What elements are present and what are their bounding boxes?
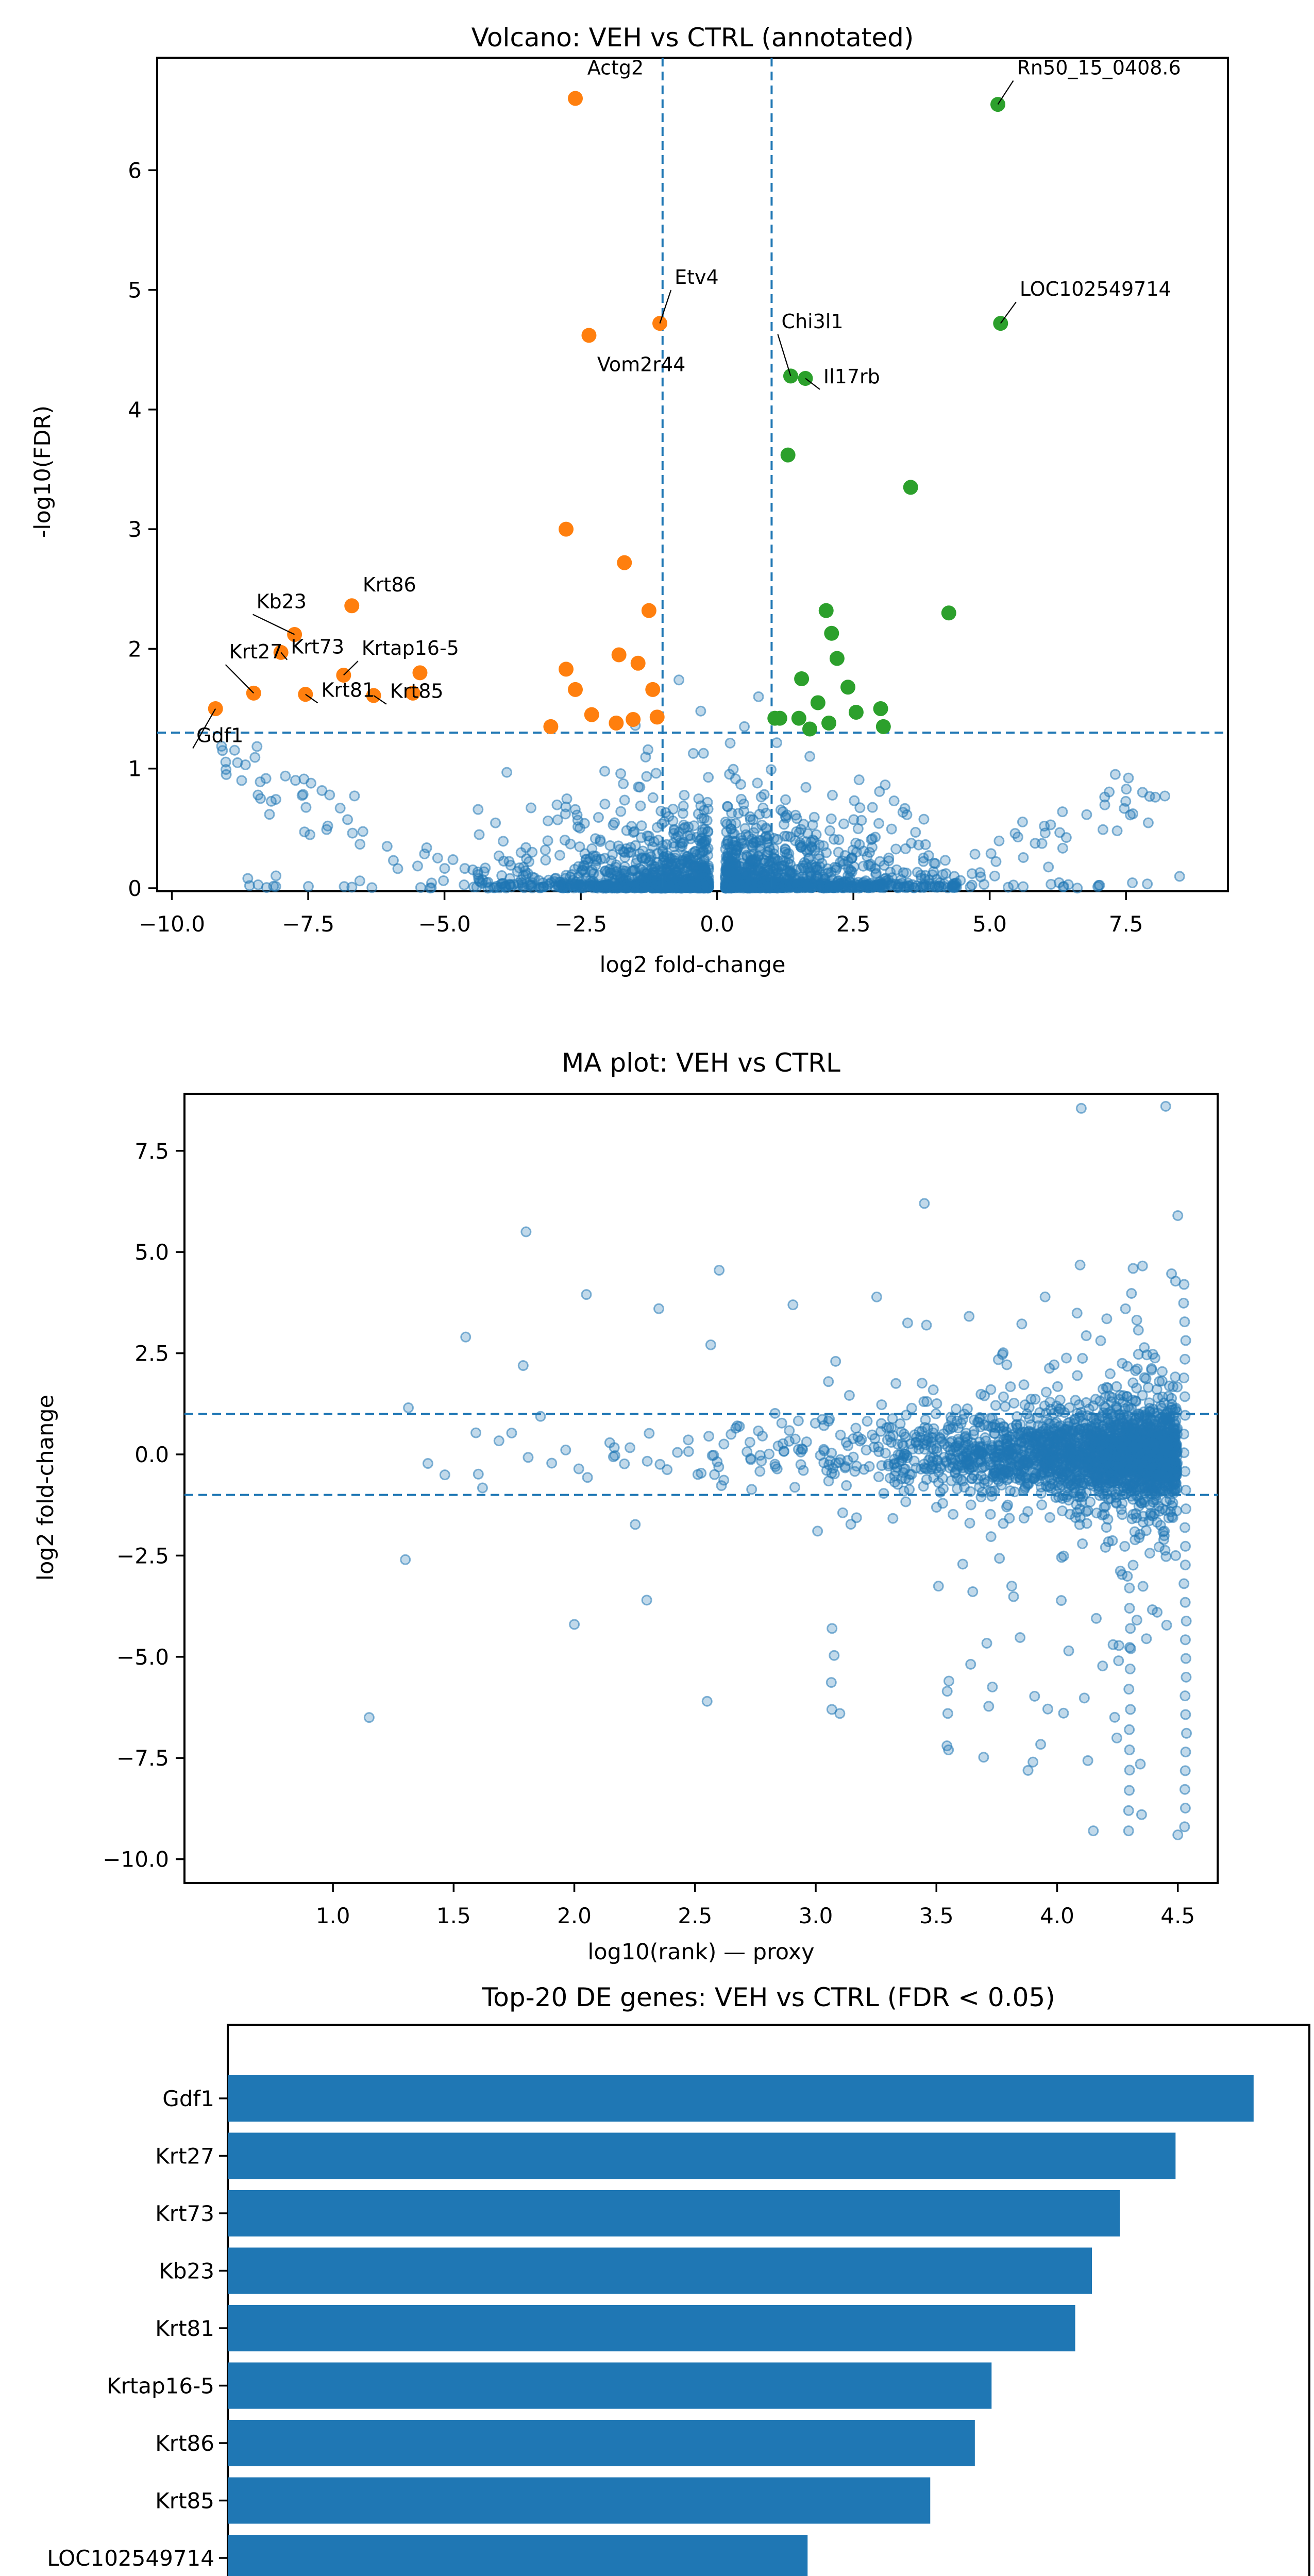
volcano-ytick-label: 5 [128,278,142,303]
top20-category-label: Krt85 [155,2488,214,2514]
volcano-xtick-label: −2.5 [554,911,607,937]
bar-Gdf1 [228,2075,1254,2122]
top20-category-label: Kb23 [159,2259,214,2284]
volcano-gene-annotations: Actg2 Rn50_15_0408.6 Etv4 Vom2r44 LOC1025497… [192,57,1181,749]
volcano-xtick-label: 5.0 [972,911,1007,937]
ma-ytick-label: 0.0 [134,1442,169,1467]
volcano-xtick-label: 0.0 [700,911,734,937]
ma-ytick-label: −5.0 [116,1645,169,1670]
ma-xtick-label: 3.0 [799,1903,833,1928]
ma-points [363,1100,1192,1841]
volcano-ytick-label: 1 [128,756,142,782]
bar-Krt81 [228,2305,1075,2351]
top20-axes: 02468Gdf1Krt27Krt73Kb23Krt81Krtap16-5Krt… [47,2024,1310,2576]
ma-ytick-label: 5.0 [134,1240,169,1265]
top20-category-label: Krt73 [155,2201,214,2226]
top20-category-label: Krt27 [155,2144,214,2169]
top20-category-label: Krt81 [155,2316,214,2341]
gene-annotation-label: Krt85 [390,680,444,703]
bar-Kb23 [228,2247,1092,2294]
gene-annotation-label: Gdf1 [196,724,243,747]
volcano-points [216,674,1185,894]
gene-annotation-label: Kb23 [257,590,307,613]
gene-annotation-label: LOC102549714 [1020,278,1171,300]
bar-LOC102549714 [228,2535,808,2576]
gene-annotation-label: Vom2r44 [597,353,685,376]
gene-annotation-label: Etv4 [675,266,719,289]
ma-x-axis-label: log10(rank) — proxy [587,1939,815,1965]
volcano-ytick-label: 0 [128,876,142,901]
gene-annotation-label: Krtap16-5 [362,637,459,659]
ma-xtick-label: 4.5 [1160,1903,1195,1928]
top20-category-label: Krtap16-5 [107,2374,214,2399]
volcano-y-axis-label: -log10(FDR) [30,405,56,538]
volcano-title: Volcano: VEH vs CTRL (annotated) [471,23,914,53]
bar-Krt73 [228,2190,1120,2236]
volcano-ytick-label: 3 [128,517,142,542]
ma-title: MA plot: VEH vs CTRL [562,1048,840,1078]
volcano-xtick-label: 7.5 [1109,911,1143,937]
ma-xtick-label: 1.0 [316,1903,350,1928]
top20-category-label: LOC102549714 [47,2546,214,2571]
ma-axes: 1.0 1.5 2.0 2.5 3.0 3.5 4.0 4.5 7.5 5.0 2.5 0.0 −2.5… [103,1093,1219,1928]
gene-annotation-label: Krt86 [363,573,416,596]
gene-annotation-label: Krt73 [291,636,344,658]
ma-ytick-label: −10.0 [103,1847,169,1872]
ma-ytick-label: −2.5 [116,1543,169,1568]
ma-threshold-lines [184,1413,1218,1496]
volcano-xtick-label: −7.5 [282,911,334,937]
ma-ytick-label: 2.5 [134,1341,169,1366]
ma-y-axis-label: log2 fold-change [33,1394,59,1581]
gene-annotation-label: Chi3l1 [781,310,843,333]
gene-annotation-label: Krt27 [229,640,283,663]
volcano-ytick-label: 6 [128,158,142,183]
bar-Krt85 [228,2477,931,2524]
bar-Krt86 [228,2420,975,2466]
gene-annotation-label: Actg2 [587,57,644,79]
top20-category-label: Krt86 [155,2431,214,2456]
top20-title: Top-20 DE genes: VEH vs CTRL (FDR < 0.05… [482,1982,1055,2012]
volcano-significant-points [208,91,1008,737]
volcano-xtick-label: 2.5 [836,911,871,937]
ma-ytick-label: −7.5 [116,1745,169,1771]
gene-annotation-label: Krt81 [321,679,375,701]
ma-plot-canvas: 1.0 1.5 2.0 2.5 3.0 3.5 4.0 4.5 7.5 5.0 2.5 0.0 −2.5… [103,1093,1219,1928]
ma-xtick-label: 2.0 [557,1903,592,1928]
volcano-xtick-label: −10.0 [139,911,205,937]
ma-xtick-label: 4.0 [1040,1903,1074,1928]
volcano-x-axis-label: log2 fold-change [599,952,786,978]
volcano-xtick-label: −5.0 [418,911,471,937]
volcano-ytick-label: 2 [128,636,142,662]
ma-xtick-label: 1.5 [436,1903,471,1928]
top20-category-label: Gdf1 [162,2086,214,2111]
bar-Krtap16-5 [228,2362,992,2409]
top20-bar-canvas: 02468Gdf1Krt27Krt73Kb23Krt81Krtap16-5Krt… [47,2024,1310,2576]
ma-xtick-label: 2.5 [678,1903,712,1928]
bar-Krt27 [228,2132,1176,2179]
top20-bars [228,2075,1254,2576]
volcano-axes: −10.0 −7.5 −5.0 −2.5 0.0 2.5 5.0 7.5 0 1 2 3 4 5 6 [128,57,1229,937]
volcano-ytick-label: 4 [128,397,142,422]
ma-xtick-label: 3.5 [919,1903,954,1928]
volcano-threshold-lines [157,58,1228,891]
ma-ytick-label: 7.5 [134,1139,169,1164]
gene-annotation-label: Rn50_15_0408.6 [1017,57,1181,79]
gene-annotation-label: Il17rb [823,365,880,388]
volcano-plot-canvas: −10.0 −7.5 −5.0 −2.5 0.0 2.5 5.0 7.5 0 1 2 3 4 5 6 Actg… [128,57,1229,937]
